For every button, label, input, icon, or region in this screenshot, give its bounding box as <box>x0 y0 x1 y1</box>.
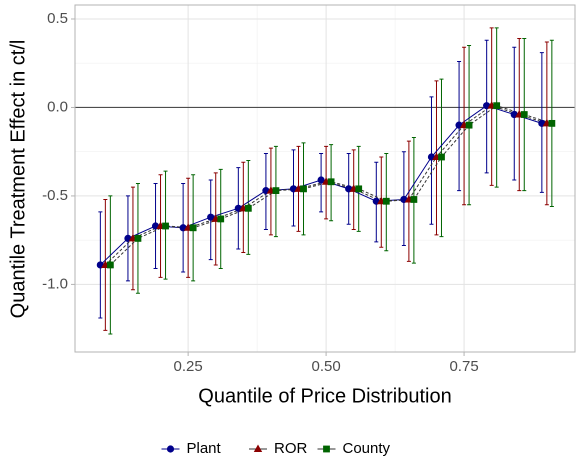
point <box>253 444 263 452</box>
y-tick-label: 0.0 <box>47 98 68 115</box>
legend-label: Plant <box>187 440 222 457</box>
point <box>323 445 330 453</box>
point <box>162 222 169 230</box>
point <box>327 178 335 186</box>
point <box>548 119 556 127</box>
point <box>217 215 225 223</box>
legend-label: ROR <box>274 440 308 457</box>
y-tick-label: -0.5 <box>42 187 68 204</box>
x-tick-label: 0.25 <box>174 358 203 375</box>
point <box>465 121 473 129</box>
point <box>300 185 307 193</box>
point <box>134 234 142 242</box>
point <box>166 445 175 453</box>
x-tick-label: 0.75 <box>449 358 478 375</box>
legend-item: County <box>317 440 391 457</box>
legend-item: Plant <box>161 440 222 457</box>
y-axis-title: Quantile Treatment Effect in ct/l <box>7 40 29 319</box>
legend-item: ROR <box>249 440 308 457</box>
y-tick-label: -1.0 <box>42 275 68 292</box>
point <box>410 196 418 203</box>
point <box>207 213 215 221</box>
point <box>106 261 114 269</box>
point <box>493 102 501 110</box>
point <box>317 176 325 184</box>
point <box>189 224 197 232</box>
panel-border <box>74 4 576 353</box>
point <box>244 204 252 212</box>
point <box>438 153 445 161</box>
point <box>382 197 390 205</box>
point <box>520 111 528 118</box>
x-axis-title: Quantile of Price Distribution <box>198 385 451 407</box>
point <box>272 187 280 195</box>
legend-label: County <box>343 440 391 457</box>
x-tick-label: 0.50 <box>312 358 341 375</box>
point <box>355 185 363 193</box>
y-tick-label: 0.5 <box>47 10 68 27</box>
